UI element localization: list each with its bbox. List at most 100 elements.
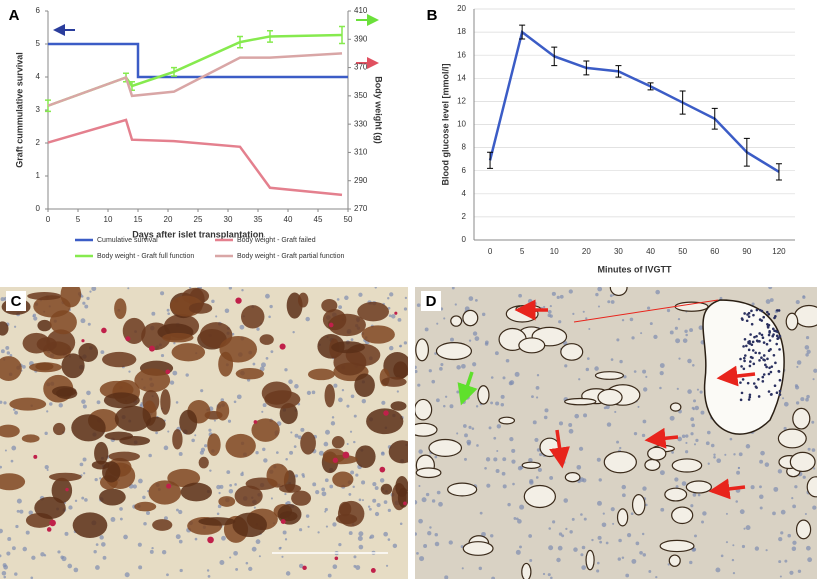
nucleus	[449, 404, 454, 409]
blood-cell	[749, 360, 752, 363]
nucleus	[3, 564, 8, 570]
nucleus	[206, 569, 210, 572]
nucleus	[228, 287, 233, 290]
vessel	[585, 549, 595, 571]
nucleus	[606, 422, 612, 427]
cell-cluster	[0, 356, 22, 381]
nucleus	[379, 478, 385, 483]
blood-cell	[751, 356, 754, 360]
nucleus	[418, 518, 423, 524]
cell-cluster	[331, 341, 365, 354]
nucleus	[352, 485, 355, 489]
nucleus	[517, 466, 523, 471]
nucleus	[514, 371, 520, 377]
blood-cell	[758, 340, 761, 343]
y-axis-label: Graft cummulative survival	[14, 52, 24, 168]
nucleus	[760, 450, 765, 456]
nucleus	[338, 305, 343, 310]
x-tick-label: 5	[520, 247, 525, 256]
cell-cluster	[162, 332, 194, 343]
cell-cluster	[241, 305, 265, 329]
nucleus	[720, 554, 724, 558]
red-stain	[49, 519, 56, 527]
vessel	[415, 422, 438, 437]
blood-cell	[767, 333, 771, 337]
blood-cell	[740, 391, 744, 395]
nucleus	[31, 555, 36, 560]
nucleus	[515, 549, 521, 555]
vessel	[462, 309, 479, 327]
blood-cell	[770, 365, 774, 368]
nucleus	[556, 295, 560, 299]
nucleus	[633, 432, 638, 436]
nucleus	[178, 452, 183, 456]
nucleus	[659, 470, 665, 476]
nucleus	[681, 481, 687, 486]
nucleus	[44, 464, 49, 470]
vessel	[631, 493, 646, 516]
nucleus	[805, 353, 809, 357]
nucleus	[361, 499, 364, 502]
blood-cell	[766, 326, 770, 329]
nucleus	[173, 342, 176, 345]
nucleus	[677, 317, 681, 321]
nucleus	[563, 498, 569, 503]
x-tick-label: 60	[710, 247, 719, 256]
nucleus	[358, 498, 362, 502]
nucleus	[547, 313, 551, 318]
nucleus	[738, 452, 743, 457]
nucleus	[596, 457, 601, 462]
nucleus	[321, 491, 327, 497]
nucleus	[719, 296, 723, 300]
nucleus	[253, 506, 256, 509]
nucleus	[300, 427, 305, 432]
nucleus	[166, 573, 169, 577]
nucleus	[787, 533, 792, 538]
nucleus	[448, 540, 453, 545]
cell-cluster	[259, 334, 274, 345]
nucleus	[333, 383, 338, 388]
red-stain	[342, 451, 350, 459]
nucleus	[467, 441, 471, 446]
nucleus	[725, 512, 728, 515]
nucleus	[119, 517, 123, 521]
blood-cell	[768, 331, 771, 334]
cell-cluster	[380, 483, 393, 495]
nucleus	[621, 318, 625, 322]
red-stain	[125, 336, 131, 342]
nucleus	[684, 329, 688, 334]
nucleus	[694, 405, 700, 411]
nucleus	[474, 299, 478, 302]
cell-cluster	[235, 367, 265, 380]
nucleus	[454, 303, 457, 306]
nucleus	[262, 447, 266, 452]
red-stain	[165, 369, 171, 375]
nucleus	[486, 483, 491, 488]
cell-cluster	[60, 287, 82, 308]
nucleus	[49, 402, 53, 406]
nucleus	[745, 525, 751, 531]
nucleus	[317, 531, 320, 534]
nucleus	[795, 385, 800, 390]
cell-cluster	[27, 292, 62, 301]
nucleus	[548, 545, 554, 551]
nucleus	[581, 565, 586, 570]
nucleus	[399, 522, 403, 526]
blood-cell	[745, 319, 749, 323]
nucleus	[175, 401, 179, 404]
nucleus	[671, 451, 674, 454]
cell-cluster	[261, 381, 292, 405]
cell-cluster	[152, 519, 173, 531]
blood-cell	[767, 372, 771, 376]
nucleus	[416, 303, 421, 307]
nucleus	[224, 308, 230, 314]
nucleus	[68, 505, 73, 510]
nucleus	[226, 470, 231, 475]
nucleus	[6, 551, 11, 556]
nucleus	[383, 500, 388, 504]
nucleus	[731, 558, 735, 562]
legend-label: Body weight - Graft failed	[237, 237, 316, 244]
arrow	[716, 365, 756, 387]
nucleus	[490, 376, 494, 379]
